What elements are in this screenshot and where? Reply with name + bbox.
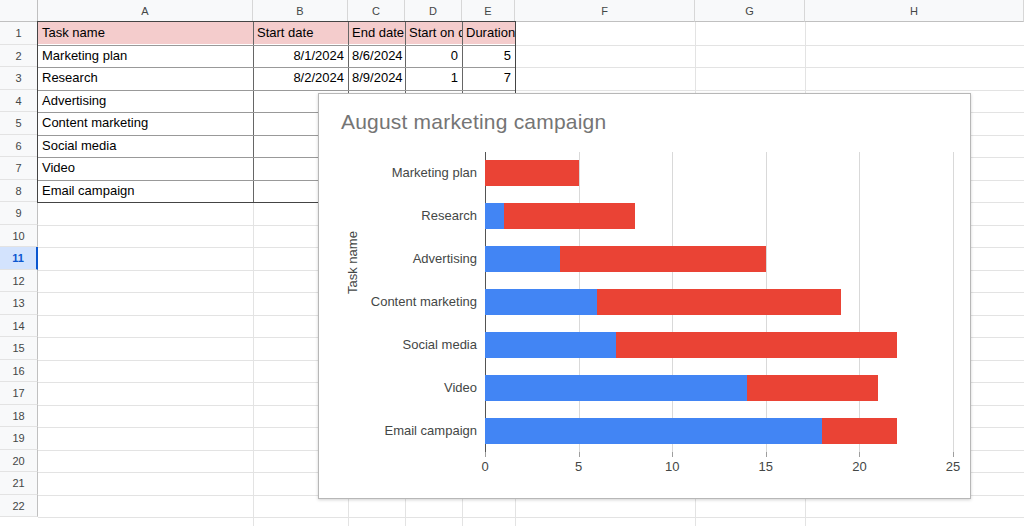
- row-header-19[interactable]: 19: [0, 427, 38, 450]
- x-axis-label: 20: [852, 459, 866, 474]
- data-range-separator: [38, 90, 515, 91]
- data-range-separator: [38, 67, 515, 68]
- column-header-b[interactable]: B: [253, 0, 348, 22]
- bar-segment-offset[interactable]: [485, 332, 616, 358]
- row-header-22[interactable]: 22: [0, 495, 38, 517]
- bar-segment-offset[interactable]: [485, 289, 597, 315]
- row-header-2[interactable]: 2: [0, 45, 38, 67]
- row-header-21[interactable]: 21: [0, 472, 38, 495]
- bar-segment-duration[interactable]: [616, 332, 897, 358]
- row-header-9[interactable]: 9: [0, 202, 38, 225]
- grid-line-x: [953, 152, 954, 452]
- bar-segment-duration[interactable]: [504, 203, 635, 229]
- x-axis-label: 15: [759, 459, 773, 474]
- column-header-e[interactable]: E: [462, 0, 515, 22]
- spreadsheet-app: ABCDEFGH 1234567891011121314151617181920…: [0, 0, 1024, 526]
- row-header-17[interactable]: 17: [0, 382, 38, 405]
- y-axis-category-label: Marketing plan: [392, 166, 477, 179]
- x-axis-label: 25: [946, 459, 960, 474]
- x-axis-tick: [953, 452, 954, 457]
- chart-title: August marketing campaign: [341, 110, 606, 134]
- row-header-11[interactable]: 11: [0, 247, 38, 270]
- row-header-7[interactable]: 7: [0, 157, 38, 180]
- column-header-h[interactable]: H: [805, 0, 1024, 22]
- row-header-1[interactable]: 1: [0, 22, 38, 45]
- bar-segment-duration[interactable]: [560, 246, 766, 272]
- y-axis-title: Task name: [345, 231, 360, 294]
- bar-segment-duration[interactable]: [597, 289, 840, 315]
- row-header-3[interactable]: 3: [0, 67, 38, 90]
- row-header-12[interactable]: 12: [0, 270, 38, 292]
- column-header-d[interactable]: D: [405, 0, 462, 22]
- x-axis-label: 0: [481, 459, 488, 474]
- y-axis-category-label: Social media: [403, 338, 477, 351]
- bar-segment-duration[interactable]: [747, 375, 878, 401]
- row-header-8[interactable]: 8: [0, 180, 38, 202]
- column-header-c[interactable]: C: [348, 0, 405, 22]
- chart-panel[interactable]: August marketing campaign Task name 0510…: [318, 93, 971, 499]
- y-axis-category-label: Email campaign: [385, 424, 478, 437]
- bar-segment-offset[interactable]: [485, 375, 747, 401]
- bar-segment-duration[interactable]: [822, 418, 897, 444]
- bar-segment-offset[interactable]: [485, 203, 504, 229]
- select-all-corner[interactable]: [0, 0, 38, 22]
- row-header-18[interactable]: 18: [0, 405, 38, 427]
- row-header-13[interactable]: 13: [0, 292, 38, 315]
- bar-segment-offset[interactable]: [485, 246, 560, 272]
- x-axis-label: 5: [575, 459, 582, 474]
- column-header-g[interactable]: G: [695, 0, 805, 22]
- y-axis-category-label: Research: [421, 209, 477, 222]
- y-axis-category-label: Advertising: [413, 252, 477, 265]
- bar-segment-duration[interactable]: [485, 160, 579, 186]
- x-axis-label: 10: [665, 459, 679, 474]
- column-header-a[interactable]: A: [38, 0, 253, 22]
- row-header-20[interactable]: 20: [0, 450, 38, 472]
- column-header-f[interactable]: F: [515, 0, 695, 22]
- row-header-4[interactable]: 4: [0, 90, 38, 112]
- row-header-6[interactable]: 6: [0, 135, 38, 157]
- y-axis-category-label: Video: [444, 381, 477, 394]
- x-axis-tick: [672, 452, 673, 457]
- row-header-15[interactable]: 15: [0, 337, 38, 360]
- row-header-10[interactable]: 10: [0, 225, 38, 247]
- x-axis-tick: [766, 452, 767, 457]
- grid-line-horizontal: [38, 517, 1024, 518]
- plot-area: 0510152025Marketing planResearchAdvertis…: [485, 152, 953, 452]
- grid-line-x: [859, 152, 860, 452]
- y-axis-category-label: Content marketing: [371, 295, 477, 308]
- x-axis-tick: [485, 452, 486, 457]
- row-header-5[interactable]: 5: [0, 112, 38, 135]
- data-range-separator: [38, 45, 515, 46]
- x-axis-tick: [859, 452, 860, 457]
- bar-segment-offset[interactable]: [485, 418, 822, 444]
- row-header-14[interactable]: 14: [0, 315, 38, 337]
- row-header-16[interactable]: 16: [0, 360, 38, 382]
- x-axis-tick: [579, 452, 580, 457]
